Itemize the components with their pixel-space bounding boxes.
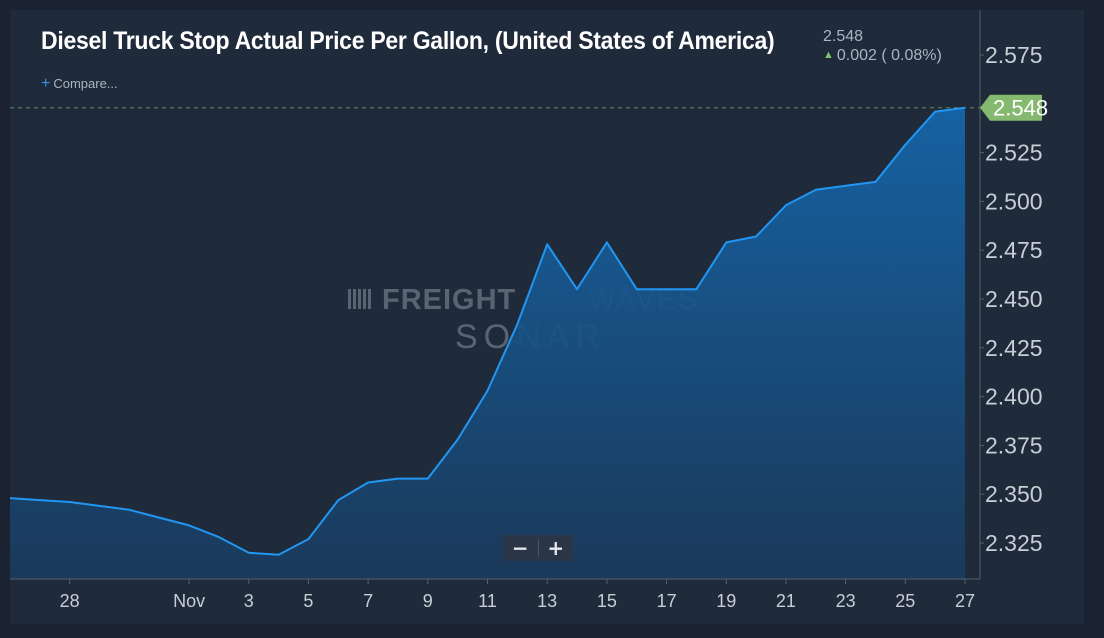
zoom-controls: − +: [503, 535, 573, 561]
y-axis: 2.325 2.350 2.375 2.400 2.425 2.450 2.475 2.500…: [980, 42, 1043, 556]
x-axis: 28 Nov 3 5 7 9 11 13 15 17 19 21 23 25 27: [60, 579, 975, 611]
zoom-divider: [537, 539, 539, 557]
y-tick-label: 2.425: [985, 335, 1043, 361]
chart-panel: FREIGHT WAVES SONAR 2.3252.3502.3752.400…: [10, 10, 1084, 624]
price-chart: FREIGHT WAVES SONAR 2.3252.3502.3752.400…: [10, 10, 1048, 611]
x-tick-label: 21: [776, 591, 796, 611]
y-tick-label: 2.500: [985, 188, 1043, 214]
watermark-bars-icon: [348, 289, 371, 309]
plus-icon: +: [41, 75, 51, 92]
x-tick-label: 13: [537, 591, 557, 611]
y-tick-label: 2.350: [985, 481, 1043, 507]
x-tick-label: 23: [836, 591, 856, 611]
x-tick-label: 19: [716, 591, 736, 611]
price-change: ▲ 0.002 ( 0.08%): [823, 47, 942, 65]
x-tick-label: 27: [955, 591, 975, 611]
compare-label: Compare...: [53, 76, 118, 91]
price-tag-shape: [980, 94, 1042, 121]
x-tick-label: 17: [657, 591, 677, 611]
x-tick-label: 25: [895, 591, 915, 611]
zoom-out-button[interactable]: −: [511, 536, 529, 560]
chart-title: Diesel Truck Stop Actual Price Per Gallo…: [41, 27, 775, 55]
compare-button[interactable]: + Compare...: [41, 75, 118, 93]
y-tick-label: 2.375: [985, 432, 1043, 458]
series-line: [10, 106, 966, 556]
y-tick-label: 2.525: [985, 140, 1043, 166]
last-price: 2.548: [823, 28, 864, 45]
x-tick-label: 15: [597, 591, 617, 611]
series-area: [10, 107, 965, 579]
watermark-freight: FREIGHT: [382, 284, 516, 316]
plot-layer: [10, 106, 980, 579]
x-tick-label: 9: [423, 591, 433, 611]
y-tick-label: 2.325: [985, 530, 1043, 556]
y-tick-label: 2.575: [985, 42, 1043, 68]
price-tag-label: 2.548: [993, 96, 1048, 121]
y-tick-label: 2.400: [985, 384, 1043, 410]
y-tick-label: 2.475: [985, 237, 1043, 263]
y-tick-label: 2.450: [985, 286, 1043, 312]
x-tick-label: 11: [478, 591, 497, 611]
arrow-up-icon: ▲: [823, 49, 834, 61]
zoom-in-button[interactable]: +: [547, 536, 565, 560]
x-tick-label: 3: [244, 591, 254, 611]
x-tick-label: 28: [60, 591, 80, 611]
x-tick-label: Nov: [173, 591, 205, 611]
last-price-tag: 2.548: [980, 94, 1048, 121]
price-change-text: 0.002 ( 0.08%): [836, 47, 942, 64]
x-tick-label: 5: [303, 591, 313, 611]
x-tick-label: 7: [363, 591, 373, 611]
